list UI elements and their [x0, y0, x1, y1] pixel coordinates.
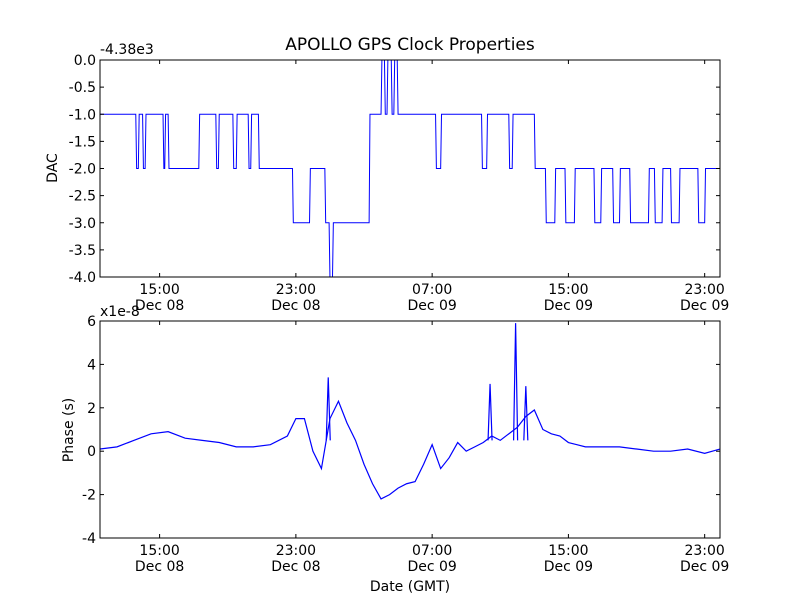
phase-spike — [513, 323, 519, 441]
dac-xtick-label-date: Dec 09 — [544, 298, 593, 314]
dac-ytick-label: -3.5 — [69, 243, 96, 259]
dac-ytick-label: -2.0 — [69, 162, 96, 178]
phase-offset-label: x1e-8 — [100, 304, 140, 320]
phase-xtick-label-date: Dec 09 — [680, 559, 729, 575]
phase-ytick-label: 0 — [87, 444, 96, 460]
phase-spike — [487, 383, 493, 441]
phase-xtick-label-time: 23:00 — [684, 543, 724, 559]
phase-ytick-label: 4 — [87, 357, 96, 373]
dac-ytick-label: -2.5 — [69, 189, 96, 205]
dac-xtick-label-date: Dec 08 — [271, 298, 320, 314]
dac-panel: 0.0 -0.5 -1.0 -1.5 -2.0 -2.5 -3.0 -3.5 -4.0 15:00… — [45, 42, 729, 314]
phase-xlabel: Date (GMT) — [370, 579, 450, 595]
phase-ylabel: Phase (s) — [61, 398, 77, 462]
dac-ytick-label: -1.0 — [69, 107, 96, 123]
dac-xtick-label-time: 15:00 — [139, 282, 179, 298]
phase-xtick-label-time: 07:00 — [412, 543, 452, 559]
phase-xtick-label-time: 23:00 — [276, 543, 316, 559]
dac-ytick-label: -3.0 — [69, 216, 96, 232]
phase-ytick-label: 2 — [87, 401, 96, 417]
phase-ytick-label: -2 — [82, 488, 96, 504]
dac-ytick-label: -1.5 — [69, 134, 96, 150]
phase-xtick-label-date: Dec 09 — [407, 559, 456, 575]
phase-axes-frame — [99, 320, 721, 539]
phase-ytick-label: 6 — [87, 314, 96, 330]
dac-xtick-label-time: 23:00 — [276, 282, 316, 298]
phase-xtick-label-time: 15:00 — [139, 543, 179, 559]
phase-series-line — [100, 399, 720, 500]
dac-ytick-label: -0.5 — [69, 80, 96, 96]
phase-xtick-label-date: Dec 09 — [544, 559, 593, 575]
dac-series-line — [100, 60, 720, 277]
dac-xtick-label-time: 15:00 — [548, 282, 588, 298]
phase-ytick-label: -4 — [82, 531, 96, 547]
dac-ytick-label: -4.0 — [69, 270, 96, 286]
dac-plot-area — [100, 60, 720, 277]
dac-xtick-label-time: 23:00 — [684, 282, 724, 298]
chart-title: APOLLO GPS Clock Properties — [285, 35, 535, 55]
phase-spike — [325, 377, 331, 441]
dac-xtick-label-date: Dec 08 — [135, 298, 184, 314]
dac-xtick-label-time: 07:00 — [412, 282, 452, 298]
dac-offset-label: -4.38e3 — [100, 42, 154, 58]
dac-xtick-label-date: Dec 09 — [680, 298, 729, 314]
dac-ylabel: DAC — [45, 153, 61, 183]
dac-ytick-label: 0.0 — [74, 53, 96, 69]
phase-xtick-label-date: Dec 08 — [135, 559, 184, 575]
dac-xtick-label-date: Dec 09 — [407, 298, 456, 314]
phase-xtick-label-time: 15:00 — [548, 543, 588, 559]
phase-spike — [523, 386, 529, 441]
phase-xtick-label-date: Dec 08 — [271, 559, 320, 575]
dac-ticks: 0.0 -0.5 -1.0 -1.5 -2.0 -2.5 -3.0 -3.5 -4.0 15:00… — [69, 53, 730, 314]
phase-plot-area — [100, 323, 720, 500]
